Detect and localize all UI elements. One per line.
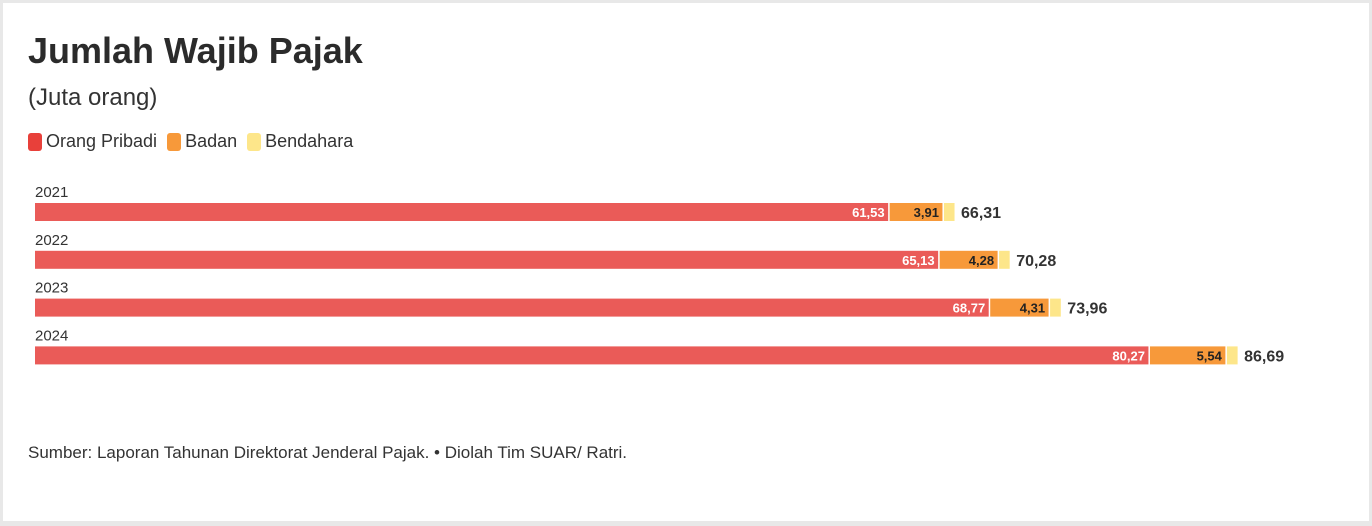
- category-label-2021: 2021: [35, 184, 68, 201]
- data-label-badan-2024: 5,54: [1197, 348, 1223, 363]
- category-label-2024: 2024: [35, 327, 68, 344]
- source-note: Sumber: Laporan Tahunan Direktorat Jende…: [28, 443, 628, 462]
- data-label-orang-pribadi-2022: 65,13: [902, 253, 935, 268]
- legend-item-bendahara: Bendahara: [247, 131, 353, 152]
- total-label-2024: 86,69: [1244, 348, 1284, 365]
- bar-badan-2021: [889, 203, 943, 221]
- legend-swatch-orang-pribadi: [28, 132, 42, 151]
- data-label-badan-2021: 3,91: [914, 205, 939, 220]
- total-label-2021: 66,31: [961, 205, 1001, 222]
- legend: Orang Pribadi Badan Bendahara: [28, 131, 363, 152]
- bar-orang-pribadi-2021: [35, 203, 889, 221]
- bar-bendahara-2023: [1050, 298, 1061, 317]
- total-label-2022: 70,28: [1016, 253, 1056, 270]
- chart-subtitle: (Juta orang): [28, 84, 158, 111]
- legend-label-badan: Badan: [185, 131, 238, 151]
- legend-label-orang-pribadi: Orang Pribadi: [46, 131, 158, 151]
- bar-badan-2022: [939, 250, 998, 269]
- legend-swatch-bendahara: [247, 132, 262, 151]
- bar-badan-2024: [1149, 346, 1226, 365]
- bar-badan-2023: [990, 298, 1049, 317]
- bar-bendahara-2022: [999, 250, 1010, 269]
- category-label-2023: 2023: [35, 280, 68, 297]
- chart-title: Jumlah Wajib Pajak: [28, 30, 363, 71]
- data-label-orang-pribadi-2021: 61,53: [852, 205, 885, 220]
- category-label-2022: 2022: [35, 232, 68, 249]
- bar-orang-pribadi-2024: [35, 346, 1149, 365]
- legend-swatch-badan: [167, 132, 182, 151]
- data-label-orang-pribadi-2024: 80,27: [1112, 348, 1145, 363]
- legend-item-badan: Badan: [167, 131, 237, 152]
- bar-orang-pribadi-2023: [35, 298, 989, 317]
- legend-label-bendahara: Bendahara: [265, 131, 354, 151]
- data-label-badan-2023: 4,31: [1020, 301, 1045, 316]
- total-label-2023: 73,96: [1067, 301, 1107, 318]
- bar-orang-pribadi-2022: [35, 250, 939, 269]
- data-label-orang-pribadi-2023: 68,77: [953, 301, 986, 316]
- bar-bendahara-2024: [1226, 346, 1238, 365]
- data-label-badan-2022: 4,28: [969, 253, 994, 268]
- legend-item-orang-pribadi: Orang Pribadi: [28, 131, 157, 152]
- bar-bendahara-2021: [943, 203, 955, 221]
